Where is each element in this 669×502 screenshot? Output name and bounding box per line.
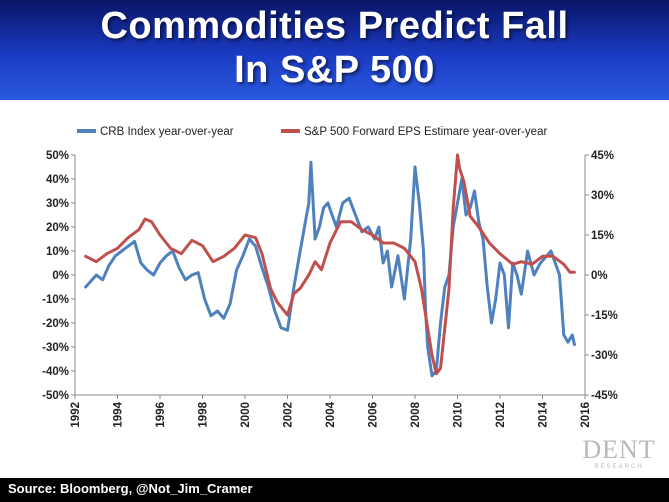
header: Commodities Predict Fall In S&P 500 xyxy=(0,0,669,100)
title-line-1: Commodities Predict Fall xyxy=(100,5,569,47)
dent-logo: DENT RESEARCH xyxy=(572,436,666,472)
legend-crb-label: CRB Index year-over-year xyxy=(100,126,234,138)
x-tick-label: 1996 xyxy=(155,402,167,428)
x-tick-label: 2004 xyxy=(325,401,337,427)
y-left-tick-label: -20% xyxy=(42,318,69,330)
source-text: Source: Bloomberg, @Not_Jim_Cramer xyxy=(8,481,253,496)
logo-word: DENT xyxy=(582,435,656,464)
y-left-tick-label: 50% xyxy=(46,150,69,162)
y-left-tick-label: -30% xyxy=(42,342,69,354)
x-tick-label: 2008 xyxy=(410,401,422,427)
title-line-2: In S&P 500 xyxy=(234,49,435,91)
y-right-tick-label: 30% xyxy=(591,190,614,202)
chart: CRB Index year-over-year S&P 500 Forward… xyxy=(42,126,618,428)
sp500-series-line xyxy=(84,153,576,376)
x-tick-label: 2006 xyxy=(368,402,380,428)
y-right-tick-label: -45% xyxy=(591,390,618,402)
y-left-tick-label: -10% xyxy=(42,294,69,306)
x-tick-label: 2002 xyxy=(283,402,295,428)
logo-sub: RESEARCH xyxy=(594,464,644,470)
y-right-tick-label: -30% xyxy=(591,350,618,362)
y-right-tick-label: 0% xyxy=(591,270,608,282)
footer: Source: Bloomberg, @Not_Jim_Cramer xyxy=(0,478,669,502)
x-tick-label: 2012 xyxy=(495,402,507,428)
x-tick-label: 1994 xyxy=(113,401,125,427)
y-left-tick-label: 30% xyxy=(46,198,69,210)
y-left-tick-label: 40% xyxy=(46,174,69,186)
chart-panel xyxy=(0,100,669,478)
y-left-tick-label: 20% xyxy=(46,222,69,234)
x-tick-label: 2014 xyxy=(538,401,550,427)
y-left-tick-label: 0% xyxy=(52,270,69,282)
legend: CRB Index year-over-year S&P 500 Forward… xyxy=(77,126,547,138)
axes: 50% 40% 30% 20% 10% 0% -10% -20% -30% -40% -50% 45%… xyxy=(42,150,618,428)
y-left-tick-label: -40% xyxy=(42,366,69,378)
series-group xyxy=(84,153,576,378)
x-tick-label: 1998 xyxy=(198,401,210,427)
y-right-tick-label: 15% xyxy=(591,230,614,242)
y-right-tick-label: 45% xyxy=(591,150,614,162)
x-tick-label: 2010 xyxy=(453,402,465,428)
y-right-tick-label: -15% xyxy=(591,310,618,322)
x-tick-label: 2016 xyxy=(580,402,592,428)
crb-series-line xyxy=(84,160,576,378)
y-left-tick-label: -50% xyxy=(42,390,69,402)
y-left-tick-label: 10% xyxy=(46,246,69,258)
x-tick-label: 2000 xyxy=(240,402,252,428)
x-tick-label: 1992 xyxy=(70,402,82,428)
legend-sp-label: S&P 500 Forward EPS Estimare year-over-y… xyxy=(304,126,547,138)
